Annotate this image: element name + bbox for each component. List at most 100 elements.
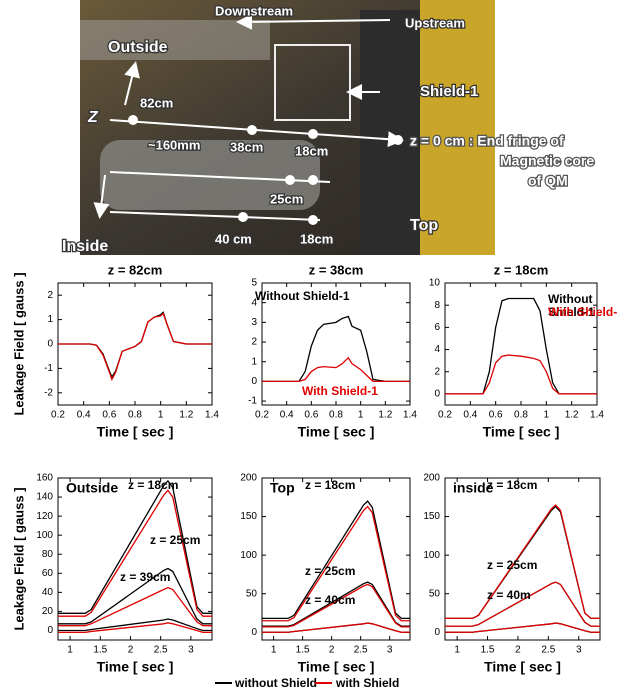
- plot-frame: [261, 282, 411, 406]
- plot-frame: [444, 282, 598, 406]
- y-tick-label: -1: [44, 363, 53, 374]
- x-tick-label: 3: [387, 645, 393, 656]
- x-axis-label: Time [ sec ]: [483, 424, 560, 440]
- x-tick-label: 0.2: [438, 410, 452, 421]
- x-tick-label: 1: [544, 410, 550, 421]
- x-tick-label: 0.6: [102, 410, 116, 421]
- y-tick-label: 50: [429, 588, 441, 599]
- y-tick-label: 8: [434, 300, 440, 311]
- annotation: With Shield-1: [302, 384, 378, 398]
- y-tick-label: 3: [251, 317, 257, 328]
- x-tick-label: 3: [576, 645, 582, 656]
- y-tick-label: 5: [251, 278, 257, 289]
- x-tick-label: 2.5: [354, 645, 368, 656]
- y-tick-label: 150: [423, 511, 440, 522]
- photo-label: 25cm: [270, 191, 303, 206]
- y-tick-label: 6: [434, 322, 440, 333]
- chart-title: z = 82cm: [108, 262, 163, 277]
- chart: 0 20 40 60 80 100 120 140 160 1 1.5 2 2.5 3 Time [ sec…: [11, 473, 213, 675]
- annotation: z = 25cm: [305, 564, 355, 578]
- annotation: z = 25cm: [487, 558, 537, 572]
- y-tick-label: 160: [36, 473, 53, 484]
- x-tick-label: 2: [329, 645, 335, 656]
- series-line: [445, 297, 597, 395]
- annotation: Shield-1: [548, 305, 595, 319]
- x-tick-label: 0.6: [304, 410, 318, 421]
- x-tick-label: 2.5: [541, 645, 555, 656]
- annotation: z = 18cm: [305, 478, 355, 492]
- series-line: [445, 504, 600, 620]
- x-tick-label: 0.4: [77, 410, 91, 421]
- y-tick-label: 20: [42, 606, 54, 617]
- chart: -1 0 1 2 3 4 5 0.2 0.4 0.6 0.8 1 1.2 1.4 Time [ sec ] z…: [248, 262, 417, 439]
- chart-title: z = 38cm: [309, 262, 364, 277]
- photo-label: 18cm: [295, 143, 328, 158]
- series-line: [262, 583, 410, 628]
- x-axis-label: Time [ sec ]: [484, 659, 561, 675]
- x-tick-label: 1.5: [481, 645, 495, 656]
- annotation: z = 40cm: [305, 593, 355, 607]
- x-tick-label: 1: [358, 410, 364, 421]
- series-line: [262, 505, 410, 622]
- photo-label: Downstream: [215, 3, 293, 18]
- y-axis-label: Leakage Field [ gauss ]: [11, 272, 26, 415]
- x-tick-label: 1.4: [590, 410, 604, 421]
- x-axis-label: Time [ sec ]: [298, 424, 375, 440]
- y-tick-label: 80: [42, 549, 54, 560]
- y-tick-label: 0: [251, 376, 257, 387]
- chart-title: z = 18cm: [494, 262, 549, 277]
- y-tick-label: 0: [47, 339, 53, 350]
- annotation: z = 25cm: [150, 533, 200, 547]
- x-tick-label: 1: [158, 410, 164, 421]
- x-tick-label: 1: [271, 645, 277, 656]
- series-line: [445, 354, 597, 395]
- series-line: [58, 622, 212, 634]
- annotation: z = 40m: [487, 588, 531, 602]
- y-tick-label: 100: [240, 550, 257, 561]
- y-tick-label: 120: [36, 511, 53, 522]
- x-tick-label: 0.4: [280, 410, 294, 421]
- legend-entry: without Shield: [234, 676, 317, 690]
- photo-label: Inside: [62, 238, 108, 255]
- x-axis-label: Time [ sec ]: [298, 659, 375, 675]
- x-tick-label: 1.2: [179, 410, 193, 421]
- y-tick-label: 2: [251, 337, 257, 348]
- y-tick-label: 0: [434, 627, 440, 638]
- y-tick-label: 2: [47, 290, 53, 301]
- photo: Downstream Upstream Outside Shield-1 Z 8…: [61, 0, 596, 256]
- y-tick-label: 50: [246, 588, 258, 599]
- x-tick-label: 2.5: [154, 645, 168, 656]
- y-tick-label: 200: [240, 473, 257, 484]
- y-tick-label: 4: [251, 297, 257, 308]
- series-line: [58, 586, 212, 627]
- y-tick-label: 0: [434, 389, 440, 400]
- x-tick-label: 1.4: [205, 410, 219, 421]
- y-tick-label: 2: [434, 366, 440, 377]
- x-tick-label: 1.2: [378, 410, 392, 421]
- series-line: [262, 500, 410, 620]
- plot-frame: [444, 477, 601, 641]
- photo-label: ~160mm: [148, 137, 200, 152]
- x-tick-label: 0.6: [489, 410, 503, 421]
- y-tick-label: 0: [251, 627, 257, 638]
- photo-note: of QM: [528, 173, 568, 189]
- annotation: Without Shield-1: [255, 289, 350, 303]
- chart: -2 -1 0 1 2 0.2 0.4 0.6 0.8 1 1.2 1.4 Time [ sec ] Le…: [11, 262, 219, 439]
- panel-label: inside: [453, 480, 494, 496]
- series-line: [58, 618, 212, 632]
- y-tick-label: -1: [248, 396, 257, 407]
- x-tick-label: 1.2: [565, 410, 579, 421]
- panel-label: Outside: [66, 480, 118, 496]
- series-line: [58, 312, 212, 382]
- y-tick-label: 1: [47, 314, 53, 325]
- chart: 0 50 100 150 200 1 1.5 2 2.5 3 Time [ sec ] Top z = …: [240, 473, 411, 675]
- photo-label: Upstream: [405, 15, 465, 30]
- photo-label: Top: [410, 217, 438, 234]
- series-line: [58, 567, 212, 625]
- y-axis-label: Leakage Field [ gauss ]: [11, 487, 26, 630]
- series-line: [58, 479, 212, 614]
- annotation: z = 39cm: [120, 570, 170, 584]
- x-tick-label: 0.8: [514, 410, 528, 421]
